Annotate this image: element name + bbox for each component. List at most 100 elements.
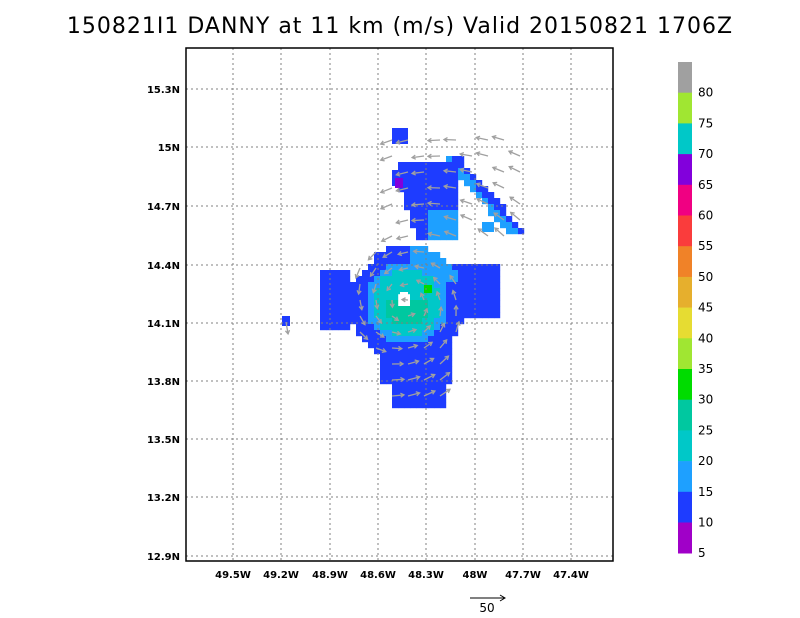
- wind-vector: [443, 214, 457, 221]
- vector-scale: 50: [470, 594, 506, 615]
- wind-vector: [493, 227, 505, 237]
- colorbar-label: 45: [698, 301, 713, 315]
- wind-vector: [426, 153, 441, 159]
- wind-vector: [399, 282, 409, 288]
- colorbar-swatch: [678, 276, 692, 308]
- wind-vector: [492, 181, 505, 189]
- lon-tick-label: 49.2W: [263, 570, 299, 581]
- wind-vector: [459, 167, 473, 173]
- wind-vector: [374, 299, 380, 310]
- wind-vector: [391, 392, 406, 398]
- lon-tick-label: 48.9W: [312, 570, 348, 581]
- wind-vector: [451, 289, 457, 301]
- wind-vector: [423, 357, 435, 365]
- wind-vector: [423, 389, 437, 397]
- lon-tick-label: 48.3W: [408, 570, 444, 581]
- wind-vector: [410, 154, 425, 160]
- colorbar-swatch: [678, 92, 692, 124]
- wind-vector: [475, 197, 489, 205]
- lat-tick-label: 13.5N: [147, 435, 180, 446]
- colorbar-swatch: [678, 215, 692, 247]
- wind-vector: [426, 200, 441, 206]
- wind-field: [282, 128, 525, 409]
- wind-vector: [359, 315, 366, 326]
- wind-vector: [354, 267, 361, 280]
- wind-vector: [391, 345, 404, 352]
- lon-tick-label: 47.7W: [505, 570, 541, 581]
- wind-vector: [415, 279, 425, 285]
- wind-vector: [426, 137, 441, 144]
- colorbar-label: 60: [698, 209, 713, 223]
- wind-vector: [426, 185, 441, 191]
- lat-tick-label: 13.2N: [147, 493, 180, 504]
- wind-vector: [375, 315, 382, 324]
- colorbar-swatch: [678, 338, 692, 370]
- colorbar-swatch: [678, 184, 692, 216]
- wind-vector: [380, 235, 393, 243]
- wind-vector: [455, 320, 461, 333]
- wind-vector: [439, 322, 446, 333]
- wind-vector: [391, 361, 405, 367]
- wind-vector: [400, 297, 409, 303]
- wind-vector: [435, 290, 441, 301]
- wind-vector: [423, 341, 434, 349]
- wind-vector: [379, 203, 393, 210]
- colorbar-label: 65: [698, 178, 713, 192]
- colorbar-swatch: [678, 491, 692, 523]
- wind-vector: [439, 388, 452, 397]
- colorbar-label: 30: [698, 393, 713, 407]
- wind-vector: [395, 171, 409, 177]
- wind-vector: [379, 139, 393, 146]
- colorbar: 80 75 70 65 60 55 50 45 40 35 30 25 20 15 10 5: [678, 62, 713, 560]
- map-frame: [185, 47, 614, 562]
- wind-vector: [284, 321, 291, 336]
- wind-vector: [475, 151, 489, 157]
- wind-vector: [509, 211, 521, 221]
- wind-vector: [395, 219, 409, 225]
- wind-vector: [398, 266, 409, 272]
- wind-vector: [419, 292, 425, 301]
- colorbar-label: 40: [698, 331, 713, 345]
- wind-vector: [359, 331, 369, 341]
- wind-vector: [407, 375, 421, 381]
- wind-vector: [383, 267, 393, 275]
- wind-vector: [386, 283, 393, 292]
- lat-tick-label: 12.9N: [147, 552, 180, 563]
- wind-vector: [423, 373, 436, 381]
- wind-vector: [407, 391, 421, 397]
- wind-vector: [443, 230, 457, 237]
- wind-vector: [371, 283, 377, 294]
- colorbar-label: 20: [698, 454, 713, 468]
- lon-tick-label: 47.4W: [553, 570, 589, 581]
- colorbar-swatch: [678, 62, 692, 93]
- wind-vector: [407, 312, 416, 318]
- wind-vector: [407, 343, 419, 349]
- wind-vector: [391, 315, 400, 322]
- wind-vector: [453, 304, 459, 317]
- wind-vector: [439, 355, 450, 365]
- wind-vector: [475, 182, 489, 189]
- wind-vector: [459, 214, 473, 221]
- wind-vector: [407, 359, 420, 365]
- wind-vector: [491, 166, 505, 173]
- lon-tick-label: 48W: [463, 570, 488, 581]
- wind-vector: [477, 228, 489, 237]
- wind-vector: [449, 274, 457, 285]
- wind-vector: [459, 198, 473, 205]
- colorbar-swatch: [678, 307, 692, 339]
- wind-vector: [439, 338, 448, 349]
- colorbar-label: 25: [698, 423, 713, 437]
- colorbar-swatch: [678, 246, 692, 278]
- lat-tick-label: 13.8N: [147, 377, 180, 388]
- wind-vector: [407, 328, 418, 334]
- wind-vector: [430, 262, 441, 269]
- colorbar-label: 5: [698, 546, 706, 560]
- wind-vector: [458, 151, 473, 158]
- wind-vector: [396, 251, 409, 257]
- lat-tick-label: 14.1N: [147, 319, 180, 330]
- wind-vector: [442, 184, 457, 190]
- colorbar-label: 35: [698, 362, 713, 376]
- wind-vector: [410, 170, 425, 176]
- lon-tick-labels: 49.5W 49.2W 48.9W 48.6W 48.3W 48W 47.7W 47.4W: [215, 570, 589, 581]
